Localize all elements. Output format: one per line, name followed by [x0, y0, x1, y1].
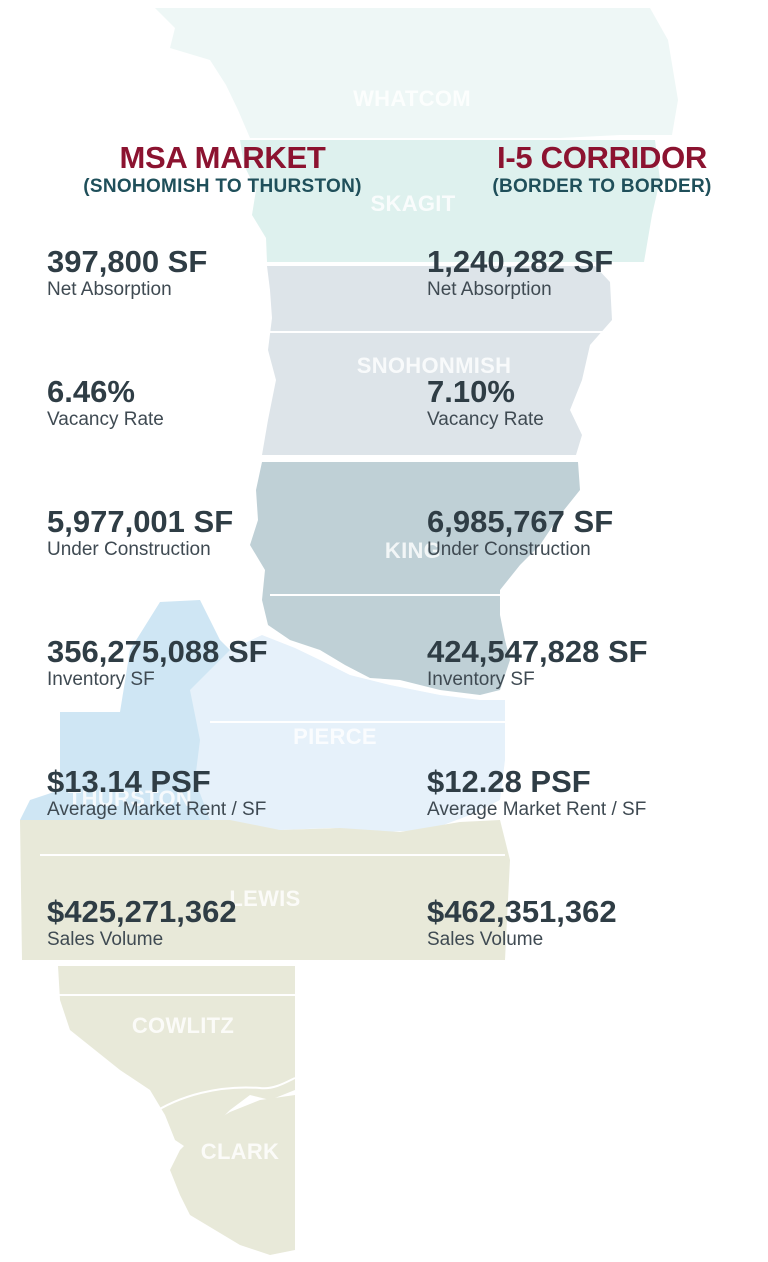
msa-stat-vacancy-rate: 6.46% Vacancy Rate [47, 375, 164, 431]
county-clark-shape [170, 1095, 295, 1255]
county-label-lewis: LEWIS [229, 886, 300, 911]
stat-label: Under Construction [427, 539, 591, 560]
stat-value: 7.10% [427, 374, 515, 409]
stat-value: $12.28 PSF [427, 764, 591, 799]
county-label-cowlitz: COWLITZ [132, 1013, 234, 1038]
i5-header: I-5 CORRIDOR (BORDER TO BORDER) [462, 140, 742, 198]
i5-stat-inventory: 424,547,828 SF Inventory SF [427, 635, 648, 691]
msa-stat-under-construction: 5,977,001 SF Under Construction [47, 505, 233, 561]
stat-label: Under Construction [47, 539, 211, 560]
msa-stat-market-rent: $13.14 PSF Average Market Rent / SF [47, 765, 266, 821]
msa-subtitle: (SNOHOMISH TO THURSTON) [83, 176, 362, 197]
stat-value: $462,351,362 [427, 894, 617, 929]
county-pierce-shape [190, 635, 505, 832]
stat-value: 1,240,282 SF [427, 244, 614, 279]
stat-label: Net Absorption [47, 279, 172, 300]
stat-label: Average Market Rent / SF [47, 799, 267, 820]
county-label-skagit: SKAGIT [371, 191, 456, 216]
county-label-thurston: THURSTON [68, 786, 192, 811]
county-king-shape [250, 462, 580, 695]
stat-value: 356,275,088 SF [47, 634, 268, 669]
stat-label: Average Market Rent / SF [427, 799, 647, 820]
msa-stat-net-absorption: 397,800 SF Net Absorption [47, 245, 207, 301]
stat-label: Net Absorption [427, 279, 552, 300]
i5-stat-market-rent: $12.28 PSF Average Market Rent / SF [427, 765, 646, 821]
msa-stat-sales-volume: $425,271,362 Sales Volume [47, 895, 237, 951]
stat-value: 397,800 SF [47, 244, 208, 279]
county-label-whatcom: WHATCOM [353, 86, 471, 111]
stat-value: 424,547,828 SF [427, 634, 648, 669]
i5-stat-sales-volume: $462,351,362 Sales Volume [427, 895, 617, 951]
stat-label: Vacancy Rate [427, 409, 544, 430]
county-label-king: KING [385, 538, 441, 563]
i5-stat-vacancy-rate: 7.10% Vacancy Rate [427, 375, 544, 431]
county-cowlitz-shape [58, 966, 295, 1150]
stat-value: 6.46% [47, 374, 135, 409]
county-label-snohomish: SNOHONMISH [357, 353, 512, 378]
msa-stat-inventory: 356,275,088 SF Inventory SF [47, 635, 268, 691]
stat-value: $13.14 PSF [47, 764, 211, 799]
i5-title: I-5 CORRIDOR [497, 140, 707, 175]
county-snohomish-shape [262, 266, 612, 455]
msa-title: MSA MARKET [119, 140, 326, 175]
county-label-pierce: PIERCE [293, 724, 377, 749]
stat-label: Inventory SF [47, 669, 155, 690]
stat-value: 5,977,001 SF [47, 504, 234, 539]
stat-label: Sales Volume [427, 929, 544, 950]
i5-stat-under-construction: 6,985,767 SF Under Construction [427, 505, 613, 561]
stat-value: $425,271,362 [47, 894, 237, 929]
county-skagit-shape [240, 140, 660, 262]
i5-subtitle: (BORDER TO BORDER) [492, 176, 712, 197]
county-whatcom-shape [155, 8, 678, 138]
stat-label: Sales Volume [47, 929, 164, 950]
stat-label: Inventory SF [427, 669, 535, 690]
stat-value: 6,985,767 SF [427, 504, 614, 539]
county-label-clark: CLARK [201, 1139, 280, 1164]
msa-header: MSA MARKET (SNOHOMISH TO THURSTON) [40, 140, 405, 198]
stat-label: Vacancy Rate [47, 409, 164, 430]
county-thurston-shape [20, 600, 250, 820]
i5-stat-net-absorption: 1,240,282 SF Net Absorption [427, 245, 613, 301]
